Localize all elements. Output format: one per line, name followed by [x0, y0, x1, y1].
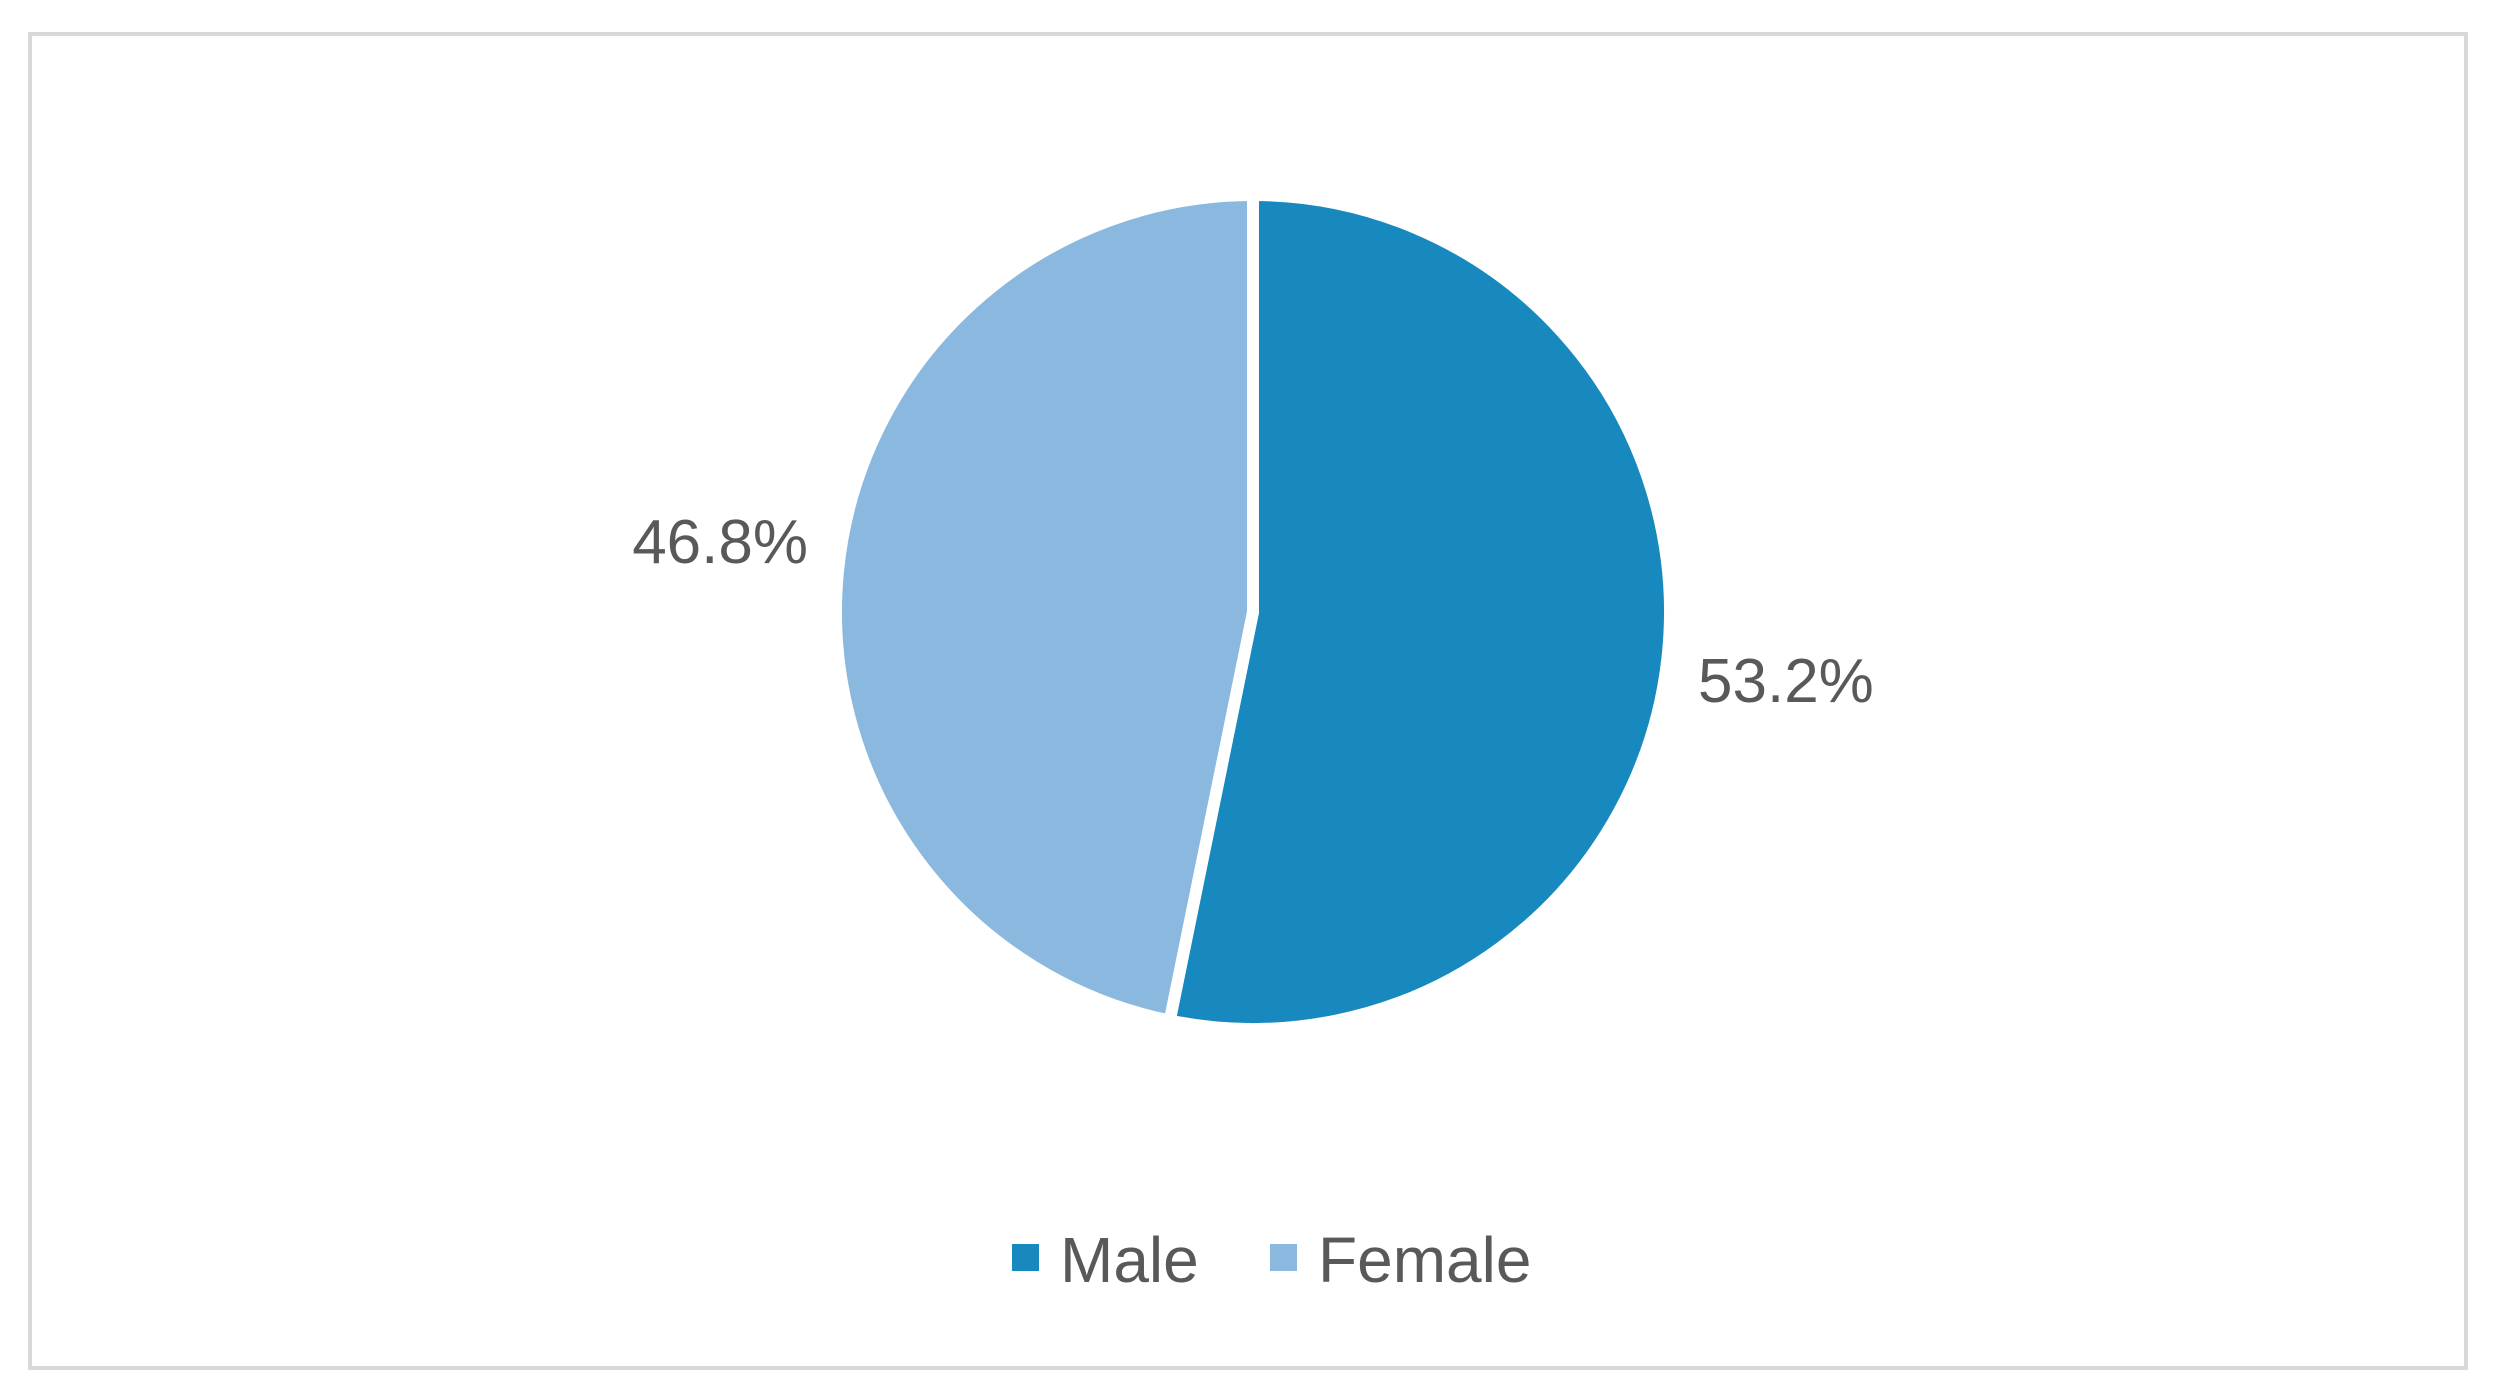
- legend-swatch-male: [1012, 1244, 1039, 1271]
- legend: Male Female: [1012, 1224, 1531, 1296]
- data-label-female: 46.8%: [632, 508, 808, 577]
- data-label-male: 53.2%: [1698, 647, 1874, 716]
- data-labels: 53.2% 46.8%: [632, 508, 1874, 716]
- legend-label-male: Male: [1060, 1224, 1199, 1296]
- pie-slice-female: [829, 188, 1259, 1028]
- pie-slice-male: [1162, 188, 1676, 1035]
- pie-slices: [829, 188, 1676, 1035]
- legend-swatch-female: [1270, 1244, 1297, 1271]
- legend-label-female: Female: [1318, 1224, 1531, 1296]
